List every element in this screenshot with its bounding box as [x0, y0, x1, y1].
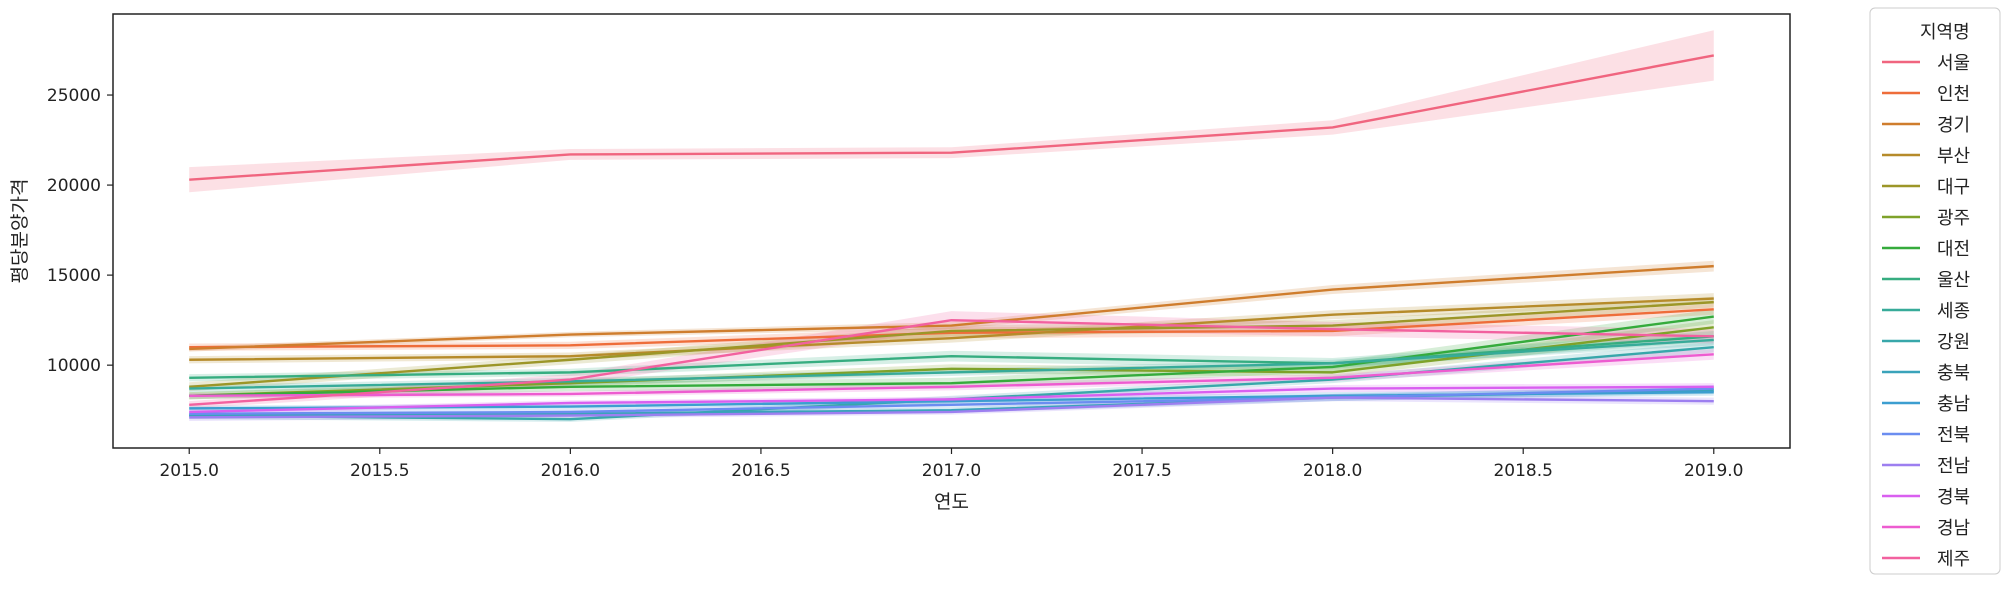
legend-item-label: 경남 — [1937, 518, 1970, 539]
x-tick-label: 2015.0 — [159, 461, 218, 481]
x-tick-label: 2015.5 — [350, 461, 409, 481]
y-tick-label: 10000 — [47, 356, 101, 376]
x-tick-label: 2018.0 — [1303, 461, 1362, 481]
y-axis-label: 평당분양가격 — [9, 179, 31, 284]
legend-item-label: 대구 — [1937, 177, 1970, 198]
legend-item-label: 충남 — [1937, 394, 1970, 415]
legend-item-label: 전남 — [1937, 456, 1970, 477]
legend-item-label: 부산 — [1937, 146, 1970, 167]
y-tick-label: 25000 — [47, 86, 101, 106]
legend-title: 지역명 — [1920, 22, 1970, 43]
legend-item-label: 충북 — [1937, 363, 1970, 384]
legend-item-label: 강원 — [1937, 332, 1970, 353]
confidence-bands — [189, 30, 1714, 422]
legend-item-label: 전북 — [1937, 425, 1970, 446]
x-axis: 2015.0 2015.5 2016.0 2016.5 2017.0 2017.5 2018… — [159, 448, 1743, 481]
y-axis: 10000 15000 20000 25000 — [47, 86, 113, 376]
legend-item-label: 인천 — [1937, 84, 1970, 105]
legend-item-label: 제주 — [1937, 549, 1970, 570]
legend-item-label: 광주 — [1937, 208, 1970, 229]
ci-band-0 — [189, 30, 1714, 192]
x-tick-label: 2019.0 — [1684, 461, 1743, 481]
y-tick-label: 20000 — [47, 176, 101, 196]
legend-item-label: 울산 — [1937, 270, 1970, 291]
x-tick-label: 2017.5 — [1112, 461, 1171, 481]
x-tick-label: 2018.5 — [1493, 461, 1552, 481]
legend-item-label: 경기 — [1937, 115, 1970, 136]
legend-item-label: 서울 — [1937, 53, 1970, 74]
legend: 지역명서울인천경기부산대구광주대전울산세종강원충북충남전북전남경북경남제주 — [1870, 8, 2000, 574]
x-tick-label: 2017.0 — [922, 461, 981, 481]
legend-item-label: 대전 — [1937, 239, 1970, 260]
x-tick-label: 2016.0 — [541, 461, 600, 481]
x-axis-label: 연도 — [934, 491, 969, 513]
x-tick-label: 2016.5 — [731, 461, 790, 481]
legend-item-label: 세종 — [1937, 301, 1970, 322]
y-tick-label: 15000 — [47, 266, 101, 286]
legend-item-label: 경북 — [1937, 487, 1970, 508]
